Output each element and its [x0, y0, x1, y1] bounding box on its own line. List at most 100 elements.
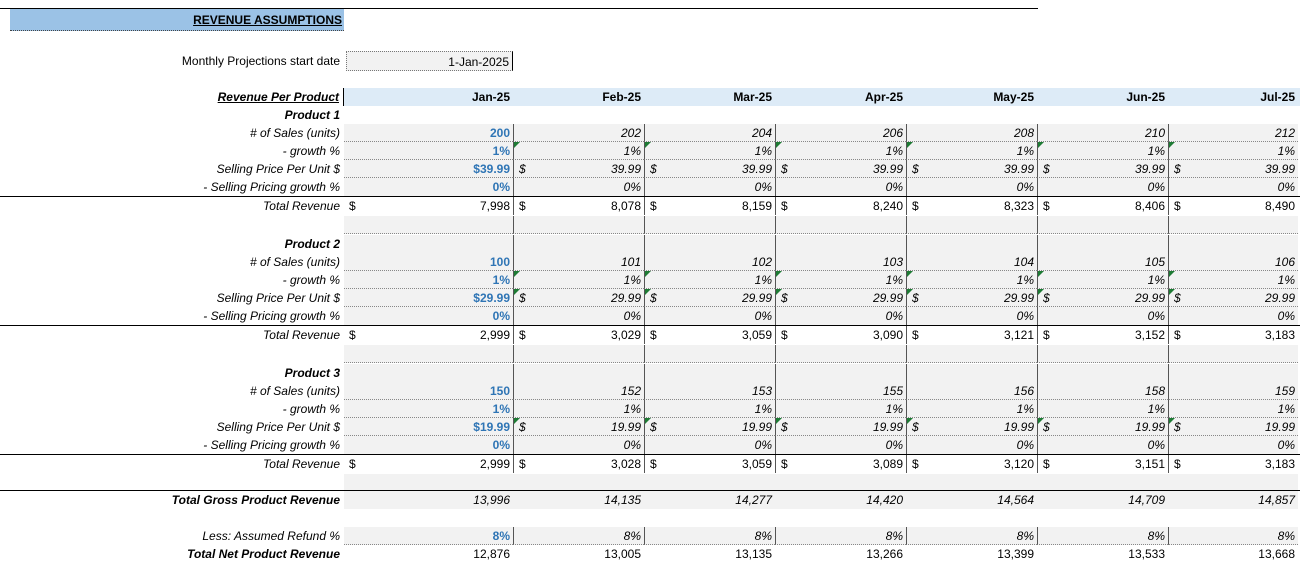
comment-indicator-icon [514, 271, 520, 277]
sales-units-cell: 212 [1168, 124, 1298, 142]
empty-cell [344, 345, 513, 363]
currency-sign: $ [781, 328, 788, 342]
sales-units-cell[interactable]: 150 [344, 382, 513, 400]
currency-sign: $ [650, 291, 657, 305]
row-label: - growth % [282, 402, 340, 416]
row-label: Revenue Per Product [0, 88, 344, 106]
total-revenue-cell: 3,089 $ [775, 455, 906, 473]
currency-sign: $ [1174, 328, 1181, 342]
growth-percent-cell: 1% [644, 142, 775, 160]
spacer-row [0, 474, 1300, 492]
currency-sign: $ [349, 328, 356, 342]
growth-percent-cell: 1% [513, 142, 644, 160]
sales-units-cell[interactable]: 100 [344, 253, 513, 271]
product-name-row: Product 2 [0, 235, 1300, 253]
growth-percent-cell: 1% [775, 142, 906, 160]
growth-percent-cell[interactable]: 1% [344, 271, 513, 289]
sales-units-cell: 153 [644, 382, 775, 400]
growth-percent-cell: 1% [1037, 271, 1168, 289]
growth-percent-cell[interactable]: 1% [344, 400, 513, 418]
currency-sign: $ [1174, 420, 1181, 434]
growth-percent-cell: 1% [644, 271, 775, 289]
month-header-jul-25: Jul-25 [1260, 90, 1295, 104]
product-name-row: Product 3 [0, 364, 1300, 382]
unit-price-cell: 19.99 $ [906, 418, 1037, 436]
row-label: # of Sales (units) [249, 126, 340, 140]
refund-percent-cell[interactable]: 8% [344, 527, 513, 545]
spacer-row [0, 33, 1300, 50]
comment-indicator-icon [907, 289, 913, 295]
price-growth-cell[interactable]: 0% [344, 178, 513, 196]
empty-cell [513, 345, 644, 363]
growth-percent-cell: 1% [1168, 142, 1298, 160]
currency-sign: $ [912, 162, 919, 176]
growth-percent-cell: 1% [775, 400, 906, 418]
section-title: REVENUE ASSUMPTIONS [10, 9, 344, 31]
growth-row: - growth % 1% 1% 1% 1% 1% 1% 1% [0, 400, 1300, 418]
month-header-may-25: May-25 [993, 90, 1034, 104]
refund-percent-cell: 8% [513, 527, 644, 545]
gross-revenue-cell: 14,135 [513, 491, 644, 509]
currency-sign: $ [1043, 199, 1050, 213]
comment-indicator-icon [776, 142, 782, 148]
refund-row: Less: Assumed Refund % 8% 8% 8% 8% 8% 8% 8% [0, 527, 1300, 545]
row-label: Product 3 [284, 366, 340, 380]
growth-percent-cell: 1% [906, 142, 1037, 160]
sales-units-cell[interactable]: 200 [344, 124, 513, 142]
start-date-input[interactable]: 1-Jan-2025 [346, 51, 513, 71]
comment-indicator-icon [1038, 418, 1044, 424]
comment-indicator-icon [907, 418, 913, 424]
price-growth-cell: 0% [775, 307, 906, 325]
total-revenue-cell: 3,059 $ [644, 326, 775, 344]
total-revenue-cell: 8,490 $ [1168, 197, 1298, 215]
currency-sign: $ [1174, 199, 1181, 213]
empty-cell [344, 235, 513, 253]
total-revenue-cell: 8,159 $ [644, 197, 775, 215]
unit-price-cell[interactable]: $29.99 [344, 289, 513, 307]
price-growth-cell: 0% [1168, 307, 1298, 325]
growth-percent-cell: 1% [513, 400, 644, 418]
total-revenue-cell: 3,151 $ [1037, 455, 1168, 473]
growth-percent-cell[interactable]: 1% [344, 142, 513, 160]
month-header-apr-25: Apr-25 [864, 90, 903, 104]
price-growth-cell: 0% [1168, 436, 1298, 454]
header-band [344, 88, 1300, 106]
price-growth-cell: 0% [1037, 307, 1168, 325]
price-growth-cell: 0% [906, 307, 1037, 325]
sales-row: # of Sales (units) 150 152 153 155 156 158 159 [0, 382, 1300, 400]
product-name-row: Product 1 [0, 106, 1300, 124]
price-growth-cell: 0% [644, 178, 775, 196]
empty-cell [344, 364, 513, 382]
price-growth-cell[interactable]: 0% [344, 307, 513, 325]
growth-percent-cell: 1% [775, 271, 906, 289]
empty-cell [775, 474, 906, 492]
total-revenue-cell: 8,323 $ [906, 197, 1037, 215]
row-label: Product 2 [284, 237, 340, 251]
unit-price-cell: 29.99 $ [906, 289, 1037, 307]
growth-percent-cell: 1% [1168, 400, 1298, 418]
sales-units-cell: 210 [1037, 124, 1168, 142]
sales-units-cell: 202 [513, 124, 644, 142]
unit-price-cell[interactable]: $19.99 [344, 418, 513, 436]
total-revenue-cell: 3,059 $ [644, 455, 775, 473]
price-row: Selling Price Per Unit $ $19.99 19.99 $19.9… [0, 418, 1300, 436]
empty-cell [1168, 364, 1298, 382]
price-growth-cell[interactable]: 0% [344, 436, 513, 454]
row-label: Selling Price Per Unit $ [216, 420, 340, 434]
currency-sign: $ [781, 162, 788, 176]
sales-units-cell: 208 [906, 124, 1037, 142]
refund-percent-cell: 8% [775, 527, 906, 545]
empty-cell [1168, 345, 1298, 363]
unit-price-cell[interactable]: $39.99 [344, 160, 513, 178]
currency-sign: $ [781, 291, 788, 305]
row-label: Product 1 [284, 108, 340, 122]
empty-cell [906, 345, 1037, 363]
month-header-row: Revenue Per Product Jan-25 Feb-25 Mar-25 Apr… [0, 88, 1300, 106]
currency-sign: $ [519, 457, 526, 471]
price-growth-cell: 0% [906, 178, 1037, 196]
price-growth-row: - Selling Pricing growth % 0% 0% 0% 0% 0% 0% 0% [0, 436, 1300, 454]
price-growth-cell: 0% [513, 436, 644, 454]
row-label: - growth % [282, 144, 340, 158]
empty-cell [513, 216, 644, 234]
currency-sign: $ [519, 291, 526, 305]
